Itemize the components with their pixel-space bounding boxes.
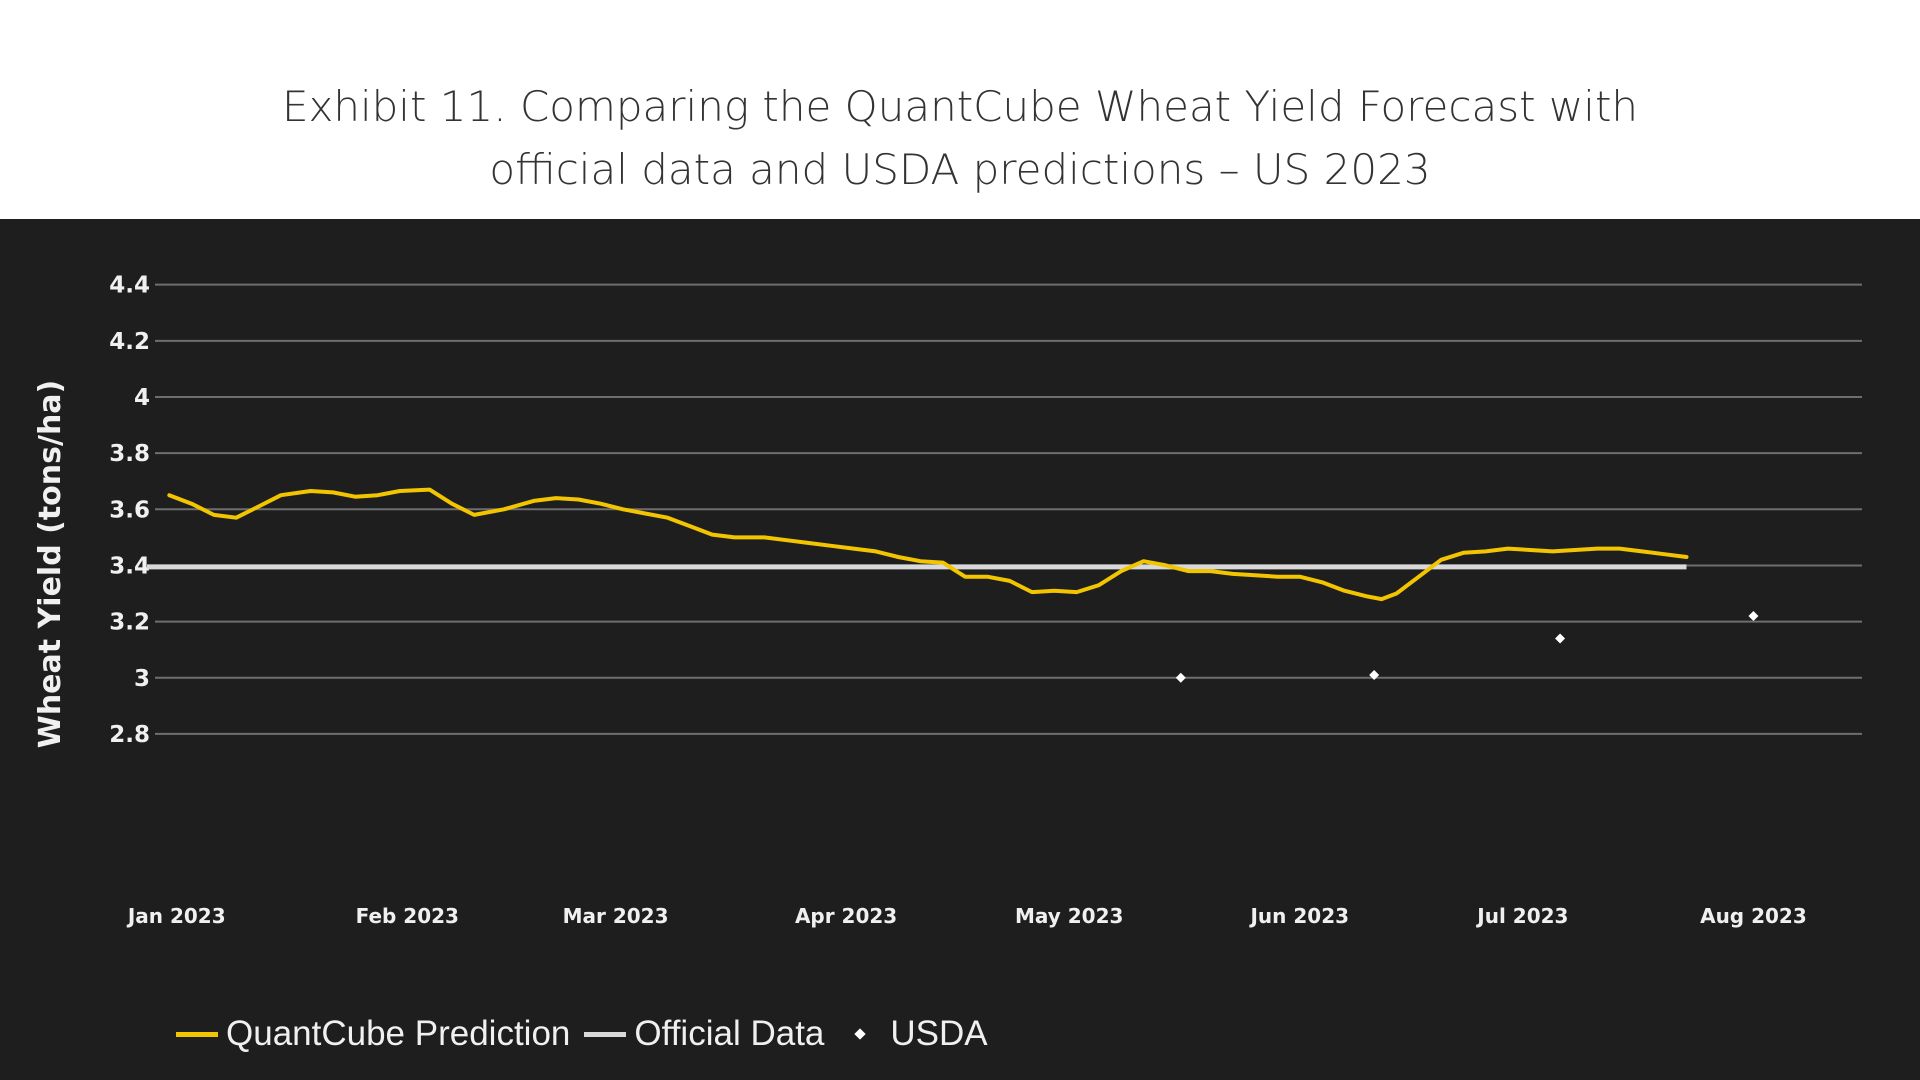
title-area: Exhibit 11. Comparing the QuantCube Whea… (0, 0, 1920, 219)
x-tick-label: Jul 2023 (1475, 904, 1568, 928)
legend-label-prediction: QuantCube Prediction (226, 1014, 571, 1053)
series-quantcube-prediction-line (167, 487, 1689, 602)
x-tick-label: Jan 2023 (126, 904, 226, 928)
y-tick-labels: 4.4 4.2 4 3.8 3.6 3.4 3.2 3 2.8 (109, 273, 150, 748)
legend-item-official[interactable]: Official Data (584, 1014, 824, 1054)
legend-label-usda: USDA (890, 1014, 988, 1053)
usda-point-2[interactable] (1555, 633, 1566, 644)
x-tick-label: Feb 2023 (356, 904, 459, 928)
series (147, 487, 1759, 683)
chart-title-line-2: official data and USDA predictions – US … (489, 145, 1431, 194)
x-tick-label: May 2023 (1015, 904, 1123, 928)
x-tick-label: Mar 2023 (563, 904, 669, 928)
y-tick-label: 3.8 (109, 441, 150, 467)
usda-point-3[interactable] (1748, 610, 1759, 621)
legend-swatch-official (584, 1031, 627, 1037)
y-tick-label: 3 (134, 666, 150, 692)
y-tick-label: 3.6 (109, 497, 150, 523)
x-tick-label: Jun 2023 (1248, 904, 1349, 928)
legend-swatch-prediction (176, 1031, 218, 1037)
chart-title-line-1: Exhibit 11. Comparing the QuantCube Whea… (281, 82, 1639, 131)
wheat-yield-chart: 4.4 4.2 4 3.8 3.6 3.4 3.2 3 2.8 Jan 2023 Feb 2023… (33, 273, 1862, 928)
x-tick-labels: Jan 2023 Feb 2023 Mar 2023 Apr 2023 May 2023… (126, 904, 1807, 928)
chart-panel (0, 219, 1920, 1080)
usda-point-1[interactable] (1369, 669, 1380, 680)
y-tick-label: 4.4 (109, 273, 150, 299)
legend-item-prediction[interactable]: QuantCube Prediction (176, 1014, 570, 1054)
legend-item-usda[interactable]: USDA (838, 1014, 988, 1054)
x-tick-label: Apr 2023 (795, 904, 897, 928)
y-tick-label: 3.2 (109, 610, 150, 636)
y-tick-label: 4.2 (109, 329, 150, 355)
legend: QuantCube Prediction Official Data USDA (176, 1010, 1002, 1058)
usda-point-0[interactable] (1175, 672, 1186, 683)
gridlines (155, 283, 1862, 735)
legend-label-official: Official Data (634, 1014, 825, 1053)
x-tick-label: Aug 2023 (1700, 904, 1807, 928)
y-axis-label: Wheat Yield (tons/ha) (33, 380, 68, 749)
y-tick-label: 2.8 (109, 722, 150, 748)
legend-swatch-usda (854, 1028, 867, 1040)
y-tick-label: 3.4 (109, 553, 150, 579)
y-tick-label: 4 (134, 385, 150, 411)
